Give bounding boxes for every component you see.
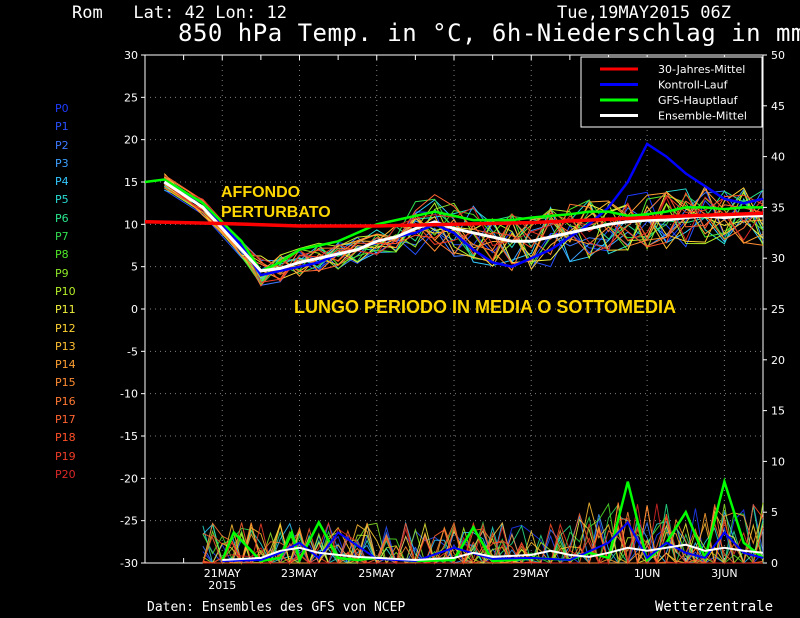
legend-label: Ensemble-Mittel <box>658 110 747 123</box>
series-line-ensemble-mittel <box>163 180 763 273</box>
member-label: P9 <box>55 266 69 280</box>
annotation-short-1: AFFONDO <box>221 184 300 201</box>
y-tick-label-left: -5 <box>127 345 138 358</box>
y-tick-label-left: 5 <box>131 261 138 274</box>
annotation-long: LUNGO PERIODO IN MEDIA O SOTTOMEDIA <box>294 297 676 317</box>
precip-line-ensemble-mittel <box>222 543 764 562</box>
y-tick-label-left: 10 <box>124 218 138 231</box>
precip-line-gfs-hauptlauf <box>221 477 764 564</box>
legend-label: Kontroll-Lauf <box>658 79 729 92</box>
y-tick-label-left: 0 <box>131 303 138 316</box>
y-axis-left: -30 -25 -20 -15 -10 -5 0 5 10 15 20 25 30 <box>120 49 145 570</box>
series-line-gfs-hauptlauf <box>144 178 763 273</box>
x-tick-sublabel: 2015 <box>208 579 236 592</box>
member-label: P12 <box>55 321 76 335</box>
y-tick-label-left: 20 <box>124 134 138 147</box>
member-temp-line <box>164 176 764 277</box>
member-label: P19 <box>55 449 76 463</box>
member-label: P8 <box>55 248 69 262</box>
y-tick-label-right: 25 <box>771 303 785 316</box>
precip-line-kontroll-lauf <box>222 520 764 563</box>
member-precip-line <box>202 503 764 565</box>
x-tick-label: 1JUN <box>634 567 661 580</box>
y-tick-label-left: -20 <box>120 472 138 485</box>
x-tick-label: 27MAY <box>436 567 473 580</box>
main-series <box>144 142 764 277</box>
member-label: P11 <box>55 303 76 317</box>
y-tick-label-right: 10 <box>771 455 785 468</box>
precipitation-series <box>202 477 764 565</box>
y-tick-label-right: 50 <box>771 49 785 62</box>
location-header: Rom Lat: 42 Lon: 12 <box>72 3 287 23</box>
member-label: P13 <box>55 339 76 353</box>
y-tick-label-right: 40 <box>771 151 785 164</box>
y-tick-label-right: 30 <box>771 252 785 265</box>
member-temp-line <box>164 183 764 283</box>
y-tick-label-left: 15 <box>124 176 138 189</box>
member-label: P2 <box>55 138 69 152</box>
y-tick-label-left: -30 <box>120 557 138 570</box>
y-tick-label-right: 0 <box>771 557 778 570</box>
y-tick-label-left: 30 <box>124 49 138 62</box>
y-tick-label-right: 20 <box>771 354 785 367</box>
y-axis-right: 0 5 10 15 20 25 30 35 40 45 50 <box>763 49 785 570</box>
member-label: P0 <box>55 102 69 115</box>
annotation-short-2: PERTURBATO <box>221 204 331 221</box>
member-label: P17 <box>55 413 76 427</box>
member-label: P14 <box>55 358 76 372</box>
y-tick-label-right: 35 <box>771 201 785 214</box>
y-tick-label-left: -15 <box>120 430 138 443</box>
member-precip-line <box>202 503 764 564</box>
member-label: P5 <box>55 193 69 207</box>
y-tick-label-left: -10 <box>120 388 138 401</box>
chart-title: 850 hPa Temp. in °C, 6h-Niederschlag in … <box>178 19 800 47</box>
y-tick-label-right: 15 <box>771 405 785 418</box>
annotations: AFFONDO PERTURBATO LUNGO PERIODO IN MEDIA … <box>221 184 676 317</box>
member-temp-line <box>164 185 764 284</box>
member-label: P4 <box>55 175 69 189</box>
member-label: P3 <box>55 156 69 170</box>
member-label: P10 <box>55 284 76 298</box>
member-legend: P0 P1 P2 P3 P4 P5 P6 P7 P8 P9 P10 P11 P12 P13 P14 P15 P1… <box>55 100 76 484</box>
y-tick-label-left: 25 <box>124 91 138 104</box>
member-label: P20 <box>55 467 76 481</box>
data-source: Daten: Ensembles des GFS von NCEP <box>147 600 406 615</box>
legend-label: GFS-Hauptlauf <box>658 94 739 107</box>
y-tick-label-right: 5 <box>771 506 778 519</box>
y-tick-label-right: 45 <box>771 100 785 113</box>
legend-label: 30-Jahres-Mittel <box>658 63 745 76</box>
legend: 30-Jahres-Mittel Kontroll-Lauf GFS-Hauptla… <box>580 56 763 128</box>
series-line-30-jahres-mittel <box>144 211 764 228</box>
x-tick-label: 3JUN <box>711 567 738 580</box>
member-label: P6 <box>55 211 69 225</box>
member-label: P16 <box>55 394 76 408</box>
member-label: P1 <box>55 120 69 134</box>
x-tick-label: 29MAY <box>513 567 550 580</box>
member-label: P18 <box>55 431 76 445</box>
run-date: Tue,19MAY2015 06Z <box>557 3 731 23</box>
member-label: P15 <box>55 376 76 390</box>
member-label: P7 <box>55 230 69 244</box>
x-tick-label: 25MAY <box>358 567 395 580</box>
y-tick-label-left: -25 <box>120 515 138 528</box>
series-line-kontroll-lauf <box>163 142 764 277</box>
x-tick-label: 23MAY <box>281 567 318 580</box>
brand-label: Wetterzentrale <box>655 599 774 615</box>
x-tick-label: 21MAY <box>204 567 241 580</box>
